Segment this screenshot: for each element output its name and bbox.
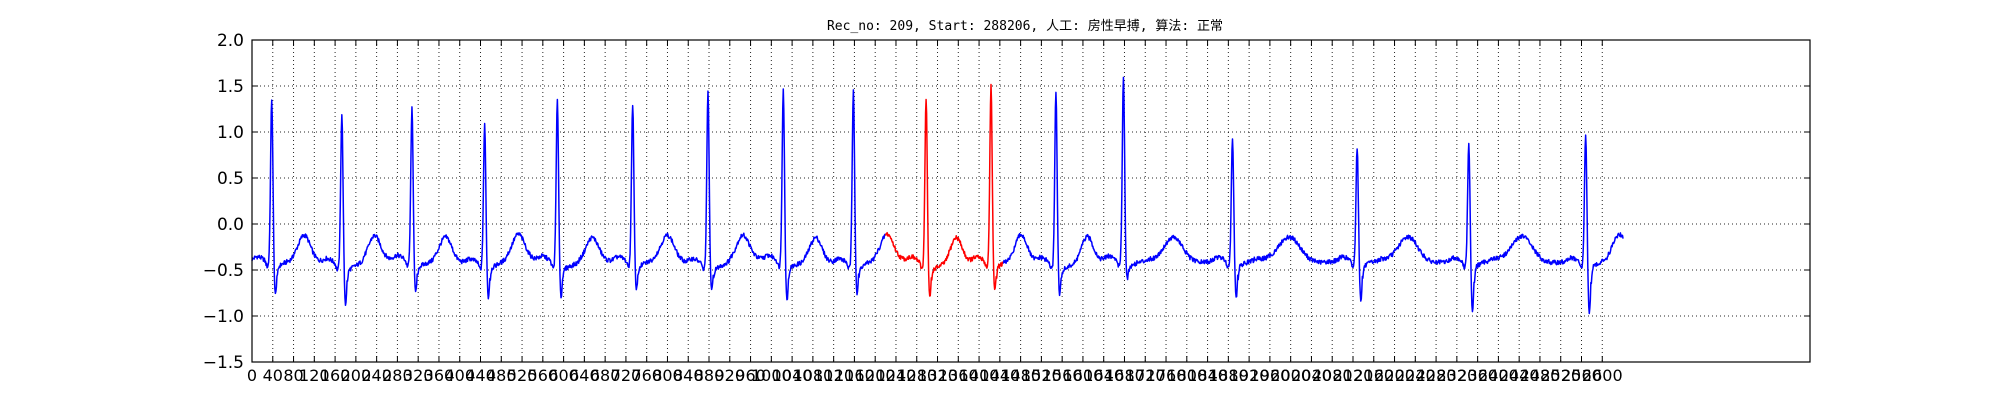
x-tick-label: 1360: [938, 366, 979, 385]
plot-frame: [251, 39, 1811, 363]
x-tick-label: 1200: [855, 366, 896, 385]
x-tick-label: 1960: [1250, 366, 1291, 385]
x-tick-label: 440: [465, 366, 496, 385]
x-tick-label: 520: [507, 366, 538, 385]
x-axis-ticks: 0 40 8012016020024028032036040044048052056…: [247, 40, 1623, 385]
x-tick-label: 1680: [1104, 366, 1145, 385]
x-tick-label: 120: [299, 366, 330, 385]
x-tick-label: 1120: [813, 366, 854, 385]
y-axis-ticks: −1.5 −1.0 −0.5 0.0 0.5 1.0 1.5 2.0: [203, 31, 1810, 373]
y-tick-label: 2.0: [217, 31, 244, 51]
chart-title: Rec_no: 209, Start: 288206, 人工: 房性早搏, 算法…: [827, 18, 1223, 34]
x-tick-label: 1720: [1125, 366, 1166, 385]
x-tick-label: 1320: [917, 366, 958, 385]
x-tick-label: 1000: [751, 366, 792, 385]
y-tick-label: −1.5: [203, 353, 244, 373]
x-tick-label: 760: [631, 366, 662, 385]
x-tick-label: 1920: [1229, 366, 1270, 385]
x-tick-label: 2160: [1353, 366, 1394, 385]
y-tick-label: 1.0: [217, 123, 244, 143]
ecg-traces: [251, 76, 1624, 315]
x-tick-label: 160: [320, 366, 351, 385]
x-tick-label: 2040: [1291, 366, 1332, 385]
x-tick-label: 0: [247, 366, 257, 385]
x-tick-label: 2520: [1540, 366, 1581, 385]
ecg-segment-0-0: [251, 88, 887, 307]
x-tick-label: 2200: [1374, 366, 1415, 385]
x-tick-label: 320: [403, 366, 434, 385]
x-tick-label: 2000: [1270, 366, 1311, 385]
x-tick-label: 1840: [1187, 366, 1228, 385]
x-tick-label: 880: [694, 366, 725, 385]
x-tick-label: 560: [528, 366, 559, 385]
x-tick-label: 480: [486, 366, 517, 385]
x-tick-label: 2120: [1333, 366, 1374, 385]
x-tick-label: 200: [341, 366, 372, 385]
y-tick-label: −0.5: [203, 261, 244, 281]
x-tick-label: 2440: [1499, 366, 1540, 385]
x-tick-label: 800: [652, 366, 683, 385]
x-tick-label: 80: [283, 366, 303, 385]
x-tick-label: 1600: [1063, 366, 1104, 385]
ecg-segment-0-1: [1001, 76, 1624, 315]
x-tick-label: 240: [361, 366, 392, 385]
x-tick-label: 1880: [1208, 366, 1249, 385]
x-tick-label: 1480: [1000, 366, 1041, 385]
x-tick-label: 1440: [979, 366, 1020, 385]
x-tick-label: 1080: [793, 366, 834, 385]
x-tick-label: 2400: [1478, 366, 1519, 385]
x-tick-label: 400: [444, 366, 475, 385]
x-tick-label: 2360: [1457, 366, 1498, 385]
y-tick-label: 0.0: [217, 215, 244, 235]
x-tick-label: 2240: [1395, 366, 1436, 385]
x-tick-label: 1240: [876, 366, 917, 385]
x-tick-label: 2600: [1582, 366, 1623, 385]
x-tick-label: 840: [673, 366, 704, 385]
x-tick-label: 680: [590, 366, 621, 385]
x-tick-label: 2320: [1436, 366, 1477, 385]
x-tick-label: 1040: [772, 366, 813, 385]
x-tick-label: 40: [263, 366, 283, 385]
x-tick-label: 1760: [1146, 366, 1187, 385]
x-tick-label: 2480: [1520, 366, 1561, 385]
x-tick-label: 1640: [1083, 366, 1124, 385]
x-tick-label: 960: [735, 366, 766, 385]
x-tick-label: 280: [382, 366, 413, 385]
x-tick-label: 640: [569, 366, 600, 385]
grid: [252, 40, 1810, 362]
x-tick-label: 600: [548, 366, 579, 385]
x-tick-label: 2280: [1416, 366, 1457, 385]
x-tick-label: 720: [611, 366, 642, 385]
x-tick-label: 2080: [1312, 366, 1353, 385]
x-tick-label: 360: [424, 366, 455, 385]
y-tick-label: 1.5: [217, 77, 244, 97]
x-tick-label: 1560: [1042, 366, 1083, 385]
x-tick-label: 1800: [1166, 366, 1207, 385]
x-tick-label: 1520: [1021, 366, 1062, 385]
x-tick-label: 2560: [1561, 366, 1602, 385]
ecg-segment-1-0: [884, 83, 1004, 297]
y-tick-label: 0.5: [217, 169, 244, 189]
y-tick-label: −1.0: [203, 307, 244, 327]
x-tick-label: 1280: [896, 366, 937, 385]
x-tick-label: 920: [715, 366, 746, 385]
x-tick-label: 1400: [959, 366, 1000, 385]
x-tick-label: 1160: [834, 366, 875, 385]
